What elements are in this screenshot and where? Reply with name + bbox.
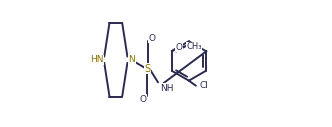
Text: CH₃: CH₃	[186, 42, 202, 51]
Text: HN: HN	[90, 55, 103, 64]
Text: O: O	[175, 43, 182, 52]
Text: O: O	[149, 34, 156, 43]
Text: N: N	[128, 55, 135, 64]
Text: Cl: Cl	[199, 81, 208, 90]
Text: O: O	[139, 95, 146, 104]
Text: NH: NH	[160, 84, 174, 93]
Text: S: S	[144, 64, 151, 74]
